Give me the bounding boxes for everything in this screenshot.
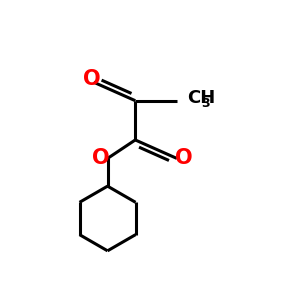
Text: O: O [82,69,100,89]
Text: CH: CH [187,89,215,107]
Text: O: O [175,148,193,168]
Text: 3: 3 [202,98,210,110]
Text: O: O [92,148,110,168]
